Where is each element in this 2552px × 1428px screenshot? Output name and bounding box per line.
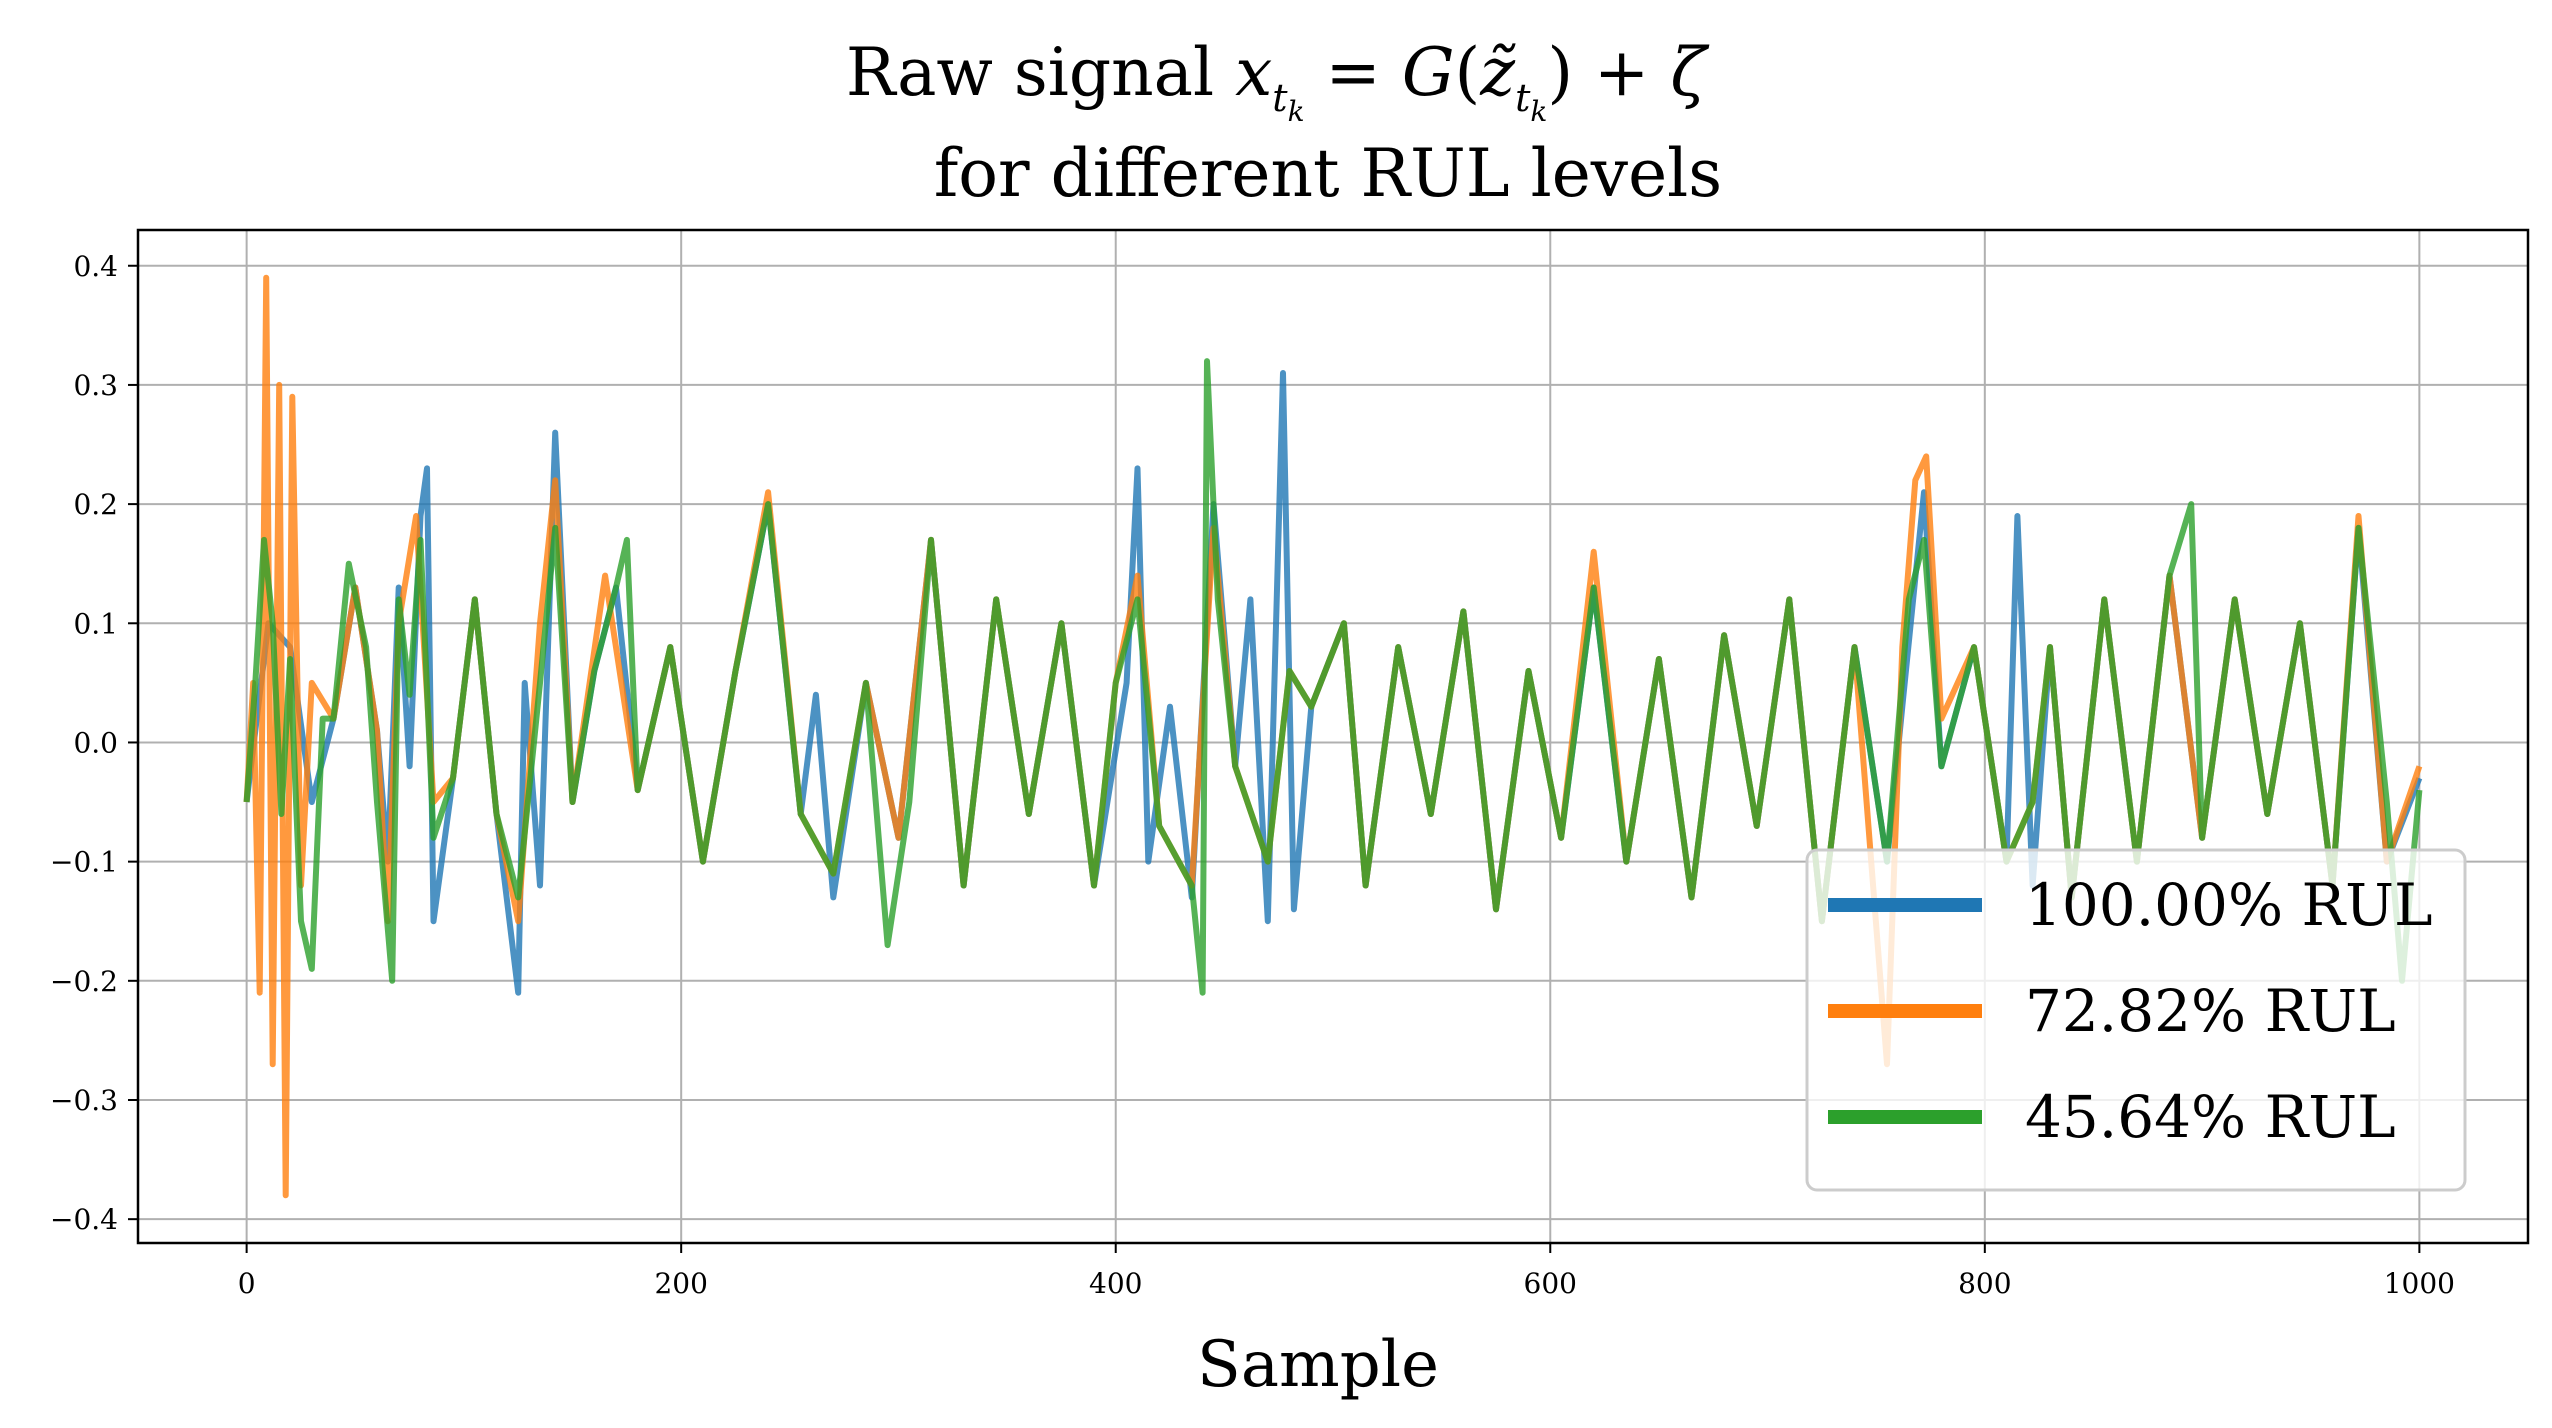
x-ticks: 0 200 400 600 800 1000	[238, 1243, 2455, 1300]
legend-box	[1805, 848, 2467, 1192]
y-tick-label: −0.1	[50, 846, 118, 879]
x-tick-label: 800	[1958, 1267, 2011, 1300]
legend-label-2: 72.82% RUL	[2025, 977, 2396, 1045]
y-tick-label: 0.1	[73, 607, 118, 640]
plot-frame	[136, 228, 2530, 1245]
y-tick-label: 0.2	[73, 488, 118, 521]
y-tick-label: 0.0	[73, 726, 118, 759]
y-ticks: −0.4 −0.3 −0.2 −0.1 0.0 0.1 0.2 0.3 0.4	[50, 250, 138, 1236]
legend-label-1: 100.00% RUL	[2025, 871, 2433, 939]
chart-title-line2: for different RUL levels	[934, 135, 1722, 212]
y-tick-label: −0.2	[50, 965, 118, 998]
x-tick-label: 200	[654, 1267, 707, 1300]
x-tick-label: 600	[1524, 1267, 1577, 1300]
series-line-3	[243, 358, 2423, 996]
y-tick-label: −0.3	[50, 1084, 118, 1117]
y-tick-label: 0.4	[73, 250, 118, 283]
x-tick-label: 0	[238, 1267, 256, 1300]
legend-label-3: 45.64% RUL	[2025, 1083, 2396, 1151]
x-tick-label: 1000	[2384, 1267, 2455, 1300]
x-axis-label: Sample	[1197, 1328, 1439, 1402]
chart-title-line1: Raw signal xtk = G(z̃tk) + ζ	[846, 34, 1710, 128]
legend: 100.00% RUL 72.82% RUL 45.64% RUL	[1805, 848, 2467, 1192]
x-tick-label: 400	[1089, 1267, 1142, 1300]
y-tick-label: 0.3	[73, 369, 118, 402]
y-tick-label: −0.4	[50, 1203, 118, 1236]
series-layer	[243, 274, 2423, 1199]
